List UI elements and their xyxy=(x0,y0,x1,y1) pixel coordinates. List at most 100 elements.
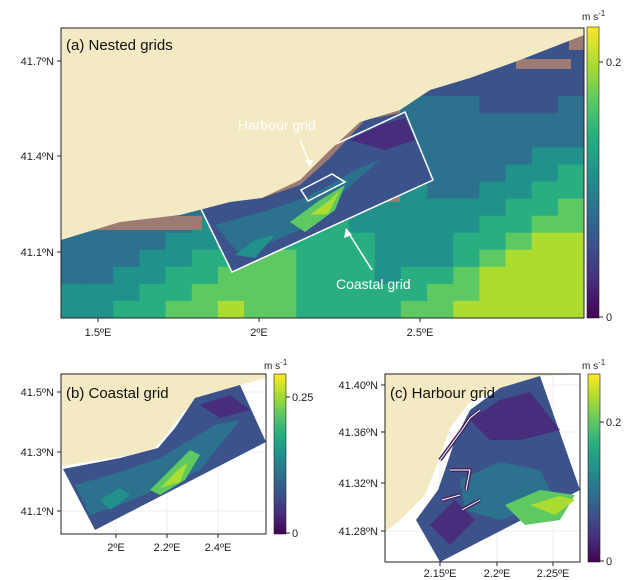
grid-cell xyxy=(531,215,559,234)
grid-cell xyxy=(165,283,193,302)
grid-cell xyxy=(427,198,454,217)
harbour-structures-outline xyxy=(439,409,481,511)
grid-cell xyxy=(374,249,402,268)
grid-cell xyxy=(87,283,114,302)
grid-cell xyxy=(505,79,533,97)
panel-c-frame xyxy=(384,373,581,563)
grid-cell xyxy=(453,215,480,234)
grid-cell xyxy=(348,249,376,268)
colorbar-unit: m s-1 xyxy=(264,358,288,372)
grid-cell xyxy=(217,283,245,302)
grid-cell xyxy=(270,249,297,268)
y-tick-label: 41.36ºN xyxy=(339,427,379,439)
x-tick-label: 2ºE xyxy=(250,327,267,339)
grid-cell xyxy=(453,181,480,200)
grid-cell xyxy=(191,283,219,302)
grid-cell xyxy=(479,198,507,217)
grid-cell xyxy=(557,232,584,251)
grid-cell xyxy=(453,147,480,165)
grid-cell xyxy=(427,266,454,285)
x-tick-label: 2.25ºE xyxy=(537,568,570,580)
x-tick-label: 1.5ºE xyxy=(85,327,112,339)
grid-cell xyxy=(427,113,454,131)
grid-cell xyxy=(427,130,454,148)
y-tick-label: 41.32ºN xyxy=(339,478,379,490)
grid-cell xyxy=(557,215,584,234)
coastal-arrow-head xyxy=(344,228,352,238)
grid-cell xyxy=(557,266,584,285)
grid-cell xyxy=(479,147,507,165)
grid-cell xyxy=(348,232,376,251)
grid-cell xyxy=(400,249,428,268)
grid-cell xyxy=(244,300,271,318)
panel-b-title: (b) Coastal grid xyxy=(66,385,169,402)
grid-cell xyxy=(531,283,559,302)
grid-cell xyxy=(557,113,584,131)
y-tick-label: 41.40ºN xyxy=(339,380,379,392)
grid-cell xyxy=(165,300,193,318)
panel-b-coastal-grid: (b) Coastal grid 41.5ºN 41.3ºN 41.1ºN 2º… xyxy=(21,358,314,554)
grid-cell xyxy=(348,266,376,285)
colorbar-tick: 0.2 xyxy=(606,417,621,429)
grid-cell xyxy=(374,300,402,318)
grid-cell xyxy=(479,300,507,318)
grid-cell xyxy=(427,300,454,318)
grid-cell xyxy=(531,79,559,97)
grid-cell xyxy=(322,300,350,318)
land-mask-region xyxy=(516,59,571,69)
grid-cell xyxy=(191,300,219,318)
grid-cell xyxy=(531,232,559,251)
grid-cell xyxy=(453,232,480,251)
y-tick-label: 41.1ºN xyxy=(21,506,54,518)
grid-cell xyxy=(400,198,428,217)
x-tick-label: 2.2ºE xyxy=(484,568,511,580)
grid-cell xyxy=(244,283,271,302)
grid-cell xyxy=(479,215,507,234)
x-tick-label: 2.4ºE xyxy=(205,542,232,554)
x-tick-label: 2.2ºE xyxy=(154,542,181,554)
grid-cell xyxy=(400,300,428,318)
panel-b-colorbar: m s-1 0.25 0 xyxy=(264,358,313,540)
grid-cell xyxy=(505,181,533,200)
grid-cell xyxy=(400,283,428,302)
grid-cell xyxy=(453,266,480,285)
grid-cell xyxy=(453,249,480,268)
grid-cell xyxy=(139,266,167,285)
grid-cell xyxy=(270,283,297,302)
grid-cell xyxy=(270,300,297,318)
grid-cell xyxy=(453,283,480,302)
harbour-grid-outline xyxy=(299,173,347,202)
x-tick-label: 2.15ºE xyxy=(424,568,457,580)
grid-cell xyxy=(113,283,140,302)
grid-cell xyxy=(322,283,350,302)
grid-cell xyxy=(453,96,480,114)
grid-cell xyxy=(505,113,533,131)
grid-cell xyxy=(374,232,402,251)
grid-cell xyxy=(374,266,402,285)
grid-cell xyxy=(479,181,507,200)
y-tick-label: 41.5ºN xyxy=(21,387,54,399)
grid-cell xyxy=(113,300,140,318)
x-tick-label: 2.5ºE xyxy=(407,327,434,339)
grid-cell xyxy=(427,96,454,114)
grid-cell xyxy=(61,300,88,318)
grid-cell xyxy=(165,249,193,268)
grid-cell xyxy=(270,266,297,285)
grid-cell xyxy=(139,300,167,318)
land-area xyxy=(61,374,266,466)
colorbar-tick: 0 xyxy=(606,312,612,324)
grid-cell xyxy=(531,164,559,183)
grid-cell xyxy=(113,249,140,268)
grid-cell xyxy=(322,249,350,268)
grid-cell xyxy=(165,232,193,251)
grid-cell xyxy=(531,300,559,318)
grid-cell xyxy=(557,164,584,183)
grid-cell xyxy=(348,283,376,302)
grid-cell xyxy=(400,232,428,251)
grid-cell xyxy=(557,79,584,97)
grid-cell xyxy=(374,215,402,234)
grid-cell xyxy=(531,96,559,114)
panel-c-harbour-grid: (c) Harbour grid 41.40ºN 41.36ºN 41.32ºN… xyxy=(339,358,622,580)
y-tick-label: 41.4ºN xyxy=(21,151,54,163)
